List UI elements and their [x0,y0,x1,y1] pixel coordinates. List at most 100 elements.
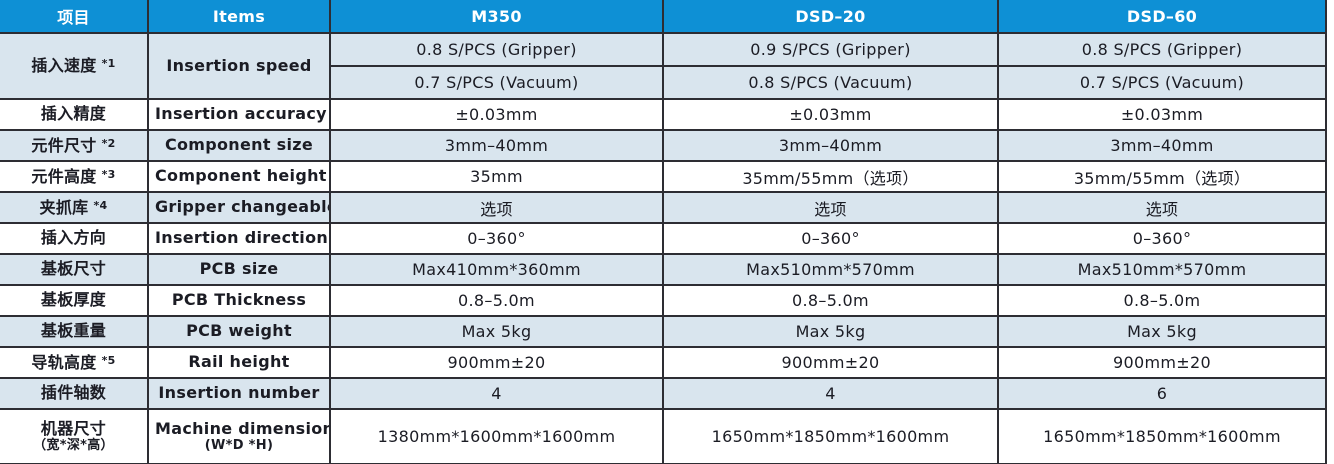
row-label-zh: 基板重量 [0,315,149,348]
spec-value: 0.9 S/PCS (Gripper) [662,32,999,67]
row-label-zh: 机器尺寸 （宽*深*高） [0,408,149,464]
row-label-zh: 导轨高度 *5 [0,346,149,379]
row-label-en-text: Insertion speed [166,55,312,75]
row-label-en-text: Rail height [188,352,290,372]
spec-value: Max510mm*570mm [997,253,1327,286]
row-label-en: Insertion speed [147,32,331,100]
row-label-en: Insertion accuracy [147,98,331,131]
row-label-zh-text: 插入方向 [40,228,107,248]
table-row: 机器尺寸 （宽*深*高） Machine dimension (W*D *H) 1380… [0,408,1327,464]
row-label-zh-text: 基板重量 [40,321,107,341]
spec-value: 0.8 S/PCS (Gripper) [997,32,1327,67]
row-label-en: Component height [147,160,331,193]
footnote-marker: *5 [101,353,116,367]
row-label-zh-text: 机器尺寸 [40,419,107,439]
row-label-zh-text: 元件高度 [31,166,97,186]
row-label-en: PCB Thickness [147,284,331,317]
table-row: 导轨高度 *5 Rail height 900mm±20 900mm±20 900mm±2… [0,346,1327,379]
spec-value: 3mm–40mm [662,129,999,162]
row-label-en-subtext: (W*D *H) [204,437,274,453]
spec-value: 35mm [329,160,664,193]
spec-value: 0.8 S/PCS (Gripper) [329,32,664,67]
spec-value: 6 [997,377,1327,410]
footnote-marker: *3 [101,167,116,181]
table-body: 插入速度 *1 Insertion speed 0.8 S/PCS (Gripper)… [0,32,1327,464]
spec-value: 35mm/55mm（选项） [662,160,999,193]
spec-value: 1650mm*1850mm*1600mm [997,408,1327,464]
table-row: 插入速度 *1 Insertion speed 0.8 S/PCS (Gripper)… [0,32,1327,100]
spec-value: 1380mm*1600mm*1600mm [329,408,664,464]
spec-value: 0–360° [997,222,1327,255]
row-label-zh: 插入速度 *1 [0,32,149,100]
column-header-items-zh: 项目 [0,0,149,34]
table-row: 元件高度 *3 Component height 35mm 35mm/55mm（选项） 3… [0,160,1327,193]
spec-value: 900mm±20 [997,346,1327,379]
spec-value: 0.8–5.0m [997,284,1327,317]
column-header-model-m350: M350 [329,0,664,34]
row-label-en: Insertion number [147,377,331,410]
spec-value: 0.8 S/PCS (Vacuum) [662,65,999,100]
spec-value: 4 [662,377,999,410]
spec-value: 选项 [329,191,664,224]
spec-value: Max 5kg [662,315,999,348]
row-label-en: Insertion direction [147,222,331,255]
spec-value: 3mm–40mm [329,129,664,162]
spec-value: Max510mm*570mm [662,253,999,286]
footnote-marker: *1 [101,57,116,71]
row-label-zh-subtext: （宽*深*高） [33,437,114,453]
table-row: 插入方向 Insertion direction 0–360° 0–360° 0–360… [0,222,1327,255]
row-label-en: Component size [147,129,331,162]
row-label-en: Machine dimension (W*D *H) [147,408,331,464]
row-label-zh: 夹抓库 *4 [0,191,149,224]
row-label-en: Rail height [147,346,331,379]
row-label-en-text: Machine dimension [155,419,330,439]
table-row: 基板厚度 PCB Thickness 0.8–5.0m 0.8–5.0m 0.8–5.0… [0,284,1327,317]
table-header: 项目 Items M350 DSD–20 DSD–60 [0,0,1327,34]
row-label-en: PCB weight [147,315,331,348]
row-label-en: PCB size [147,253,331,286]
row-label-zh-text: 插件轴数 [40,383,107,403]
table-row: 0.7 S/PCS (Vacuum) 0.8 S/PCS (Vacuum) 0.7 … [0,65,1327,100]
footnote-marker: *2 [101,136,116,150]
row-label-zh: 基板厚度 [0,284,149,317]
table-row: 夹抓库 *4 Gripper changeable 选项 选项 选项 [0,191,1327,224]
spec-value: ±0.03mm [662,98,999,131]
row-label-en-text: Insertion direction [155,228,329,248]
row-label-zh-text: 插入速度 [31,56,97,76]
column-header-model-dsd20: DSD–20 [662,0,999,34]
spec-value: 0.7 S/PCS (Vacuum) [330,65,664,100]
column-header-items-en: Items [147,0,331,34]
spec-value: 0.8–5.0m [662,284,999,317]
spec-value: 900mm±20 [329,346,664,379]
spec-value: Max410mm*360mm [329,253,664,286]
spec-value: 1650mm*1850mm*1600mm [662,408,999,464]
row-label-en-text: PCB weight [186,321,292,341]
row-label-en-text: PCB size [199,259,279,279]
row-label-en-text: PCB Thickness [171,290,307,310]
row-label-en: Gripper changeable [147,191,331,224]
spec-value: 选项 [662,191,999,224]
row-label-en-text: Gripper changeable [155,197,330,217]
row-label-en-text: Insertion accuracy [155,104,327,124]
spec-value: 3mm–40mm [997,129,1327,162]
table-row: 基板重量 PCB weight Max 5kg Max 5kg Max 5kg [0,315,1327,348]
row-label-zh-text: 基板尺寸 [40,259,107,279]
spec-value: 35mm/55mm（选项） [997,160,1327,193]
spec-value: 900mm±20 [662,346,999,379]
row-label-zh-text: 基板厚度 [40,290,107,310]
spec-value: Max 5kg [997,315,1327,348]
row-label-zh: 基板尺寸 [0,253,149,286]
table-row: 插件轴数 Insertion number 4 4 6 [0,377,1327,410]
spec-value: 0–360° [662,222,999,255]
spec-value: ±0.03mm [329,98,664,131]
table-row: 插入精度 Insertion accuracy ±0.03mm ±0.03mm ±0.0… [0,98,1327,131]
row-label-zh-text: 元件尺寸 [31,135,97,155]
table-row: 基板尺寸 PCB size Max410mm*360mm Max510mm*570mm… [0,253,1327,286]
row-label-en-text: Component size [164,135,314,155]
row-label-zh: 插入精度 [0,98,149,131]
spec-value: 0.8–5.0m [329,284,664,317]
column-header-model-dsd60: DSD–60 [997,0,1327,34]
spec-value: Max 5kg [329,315,664,348]
